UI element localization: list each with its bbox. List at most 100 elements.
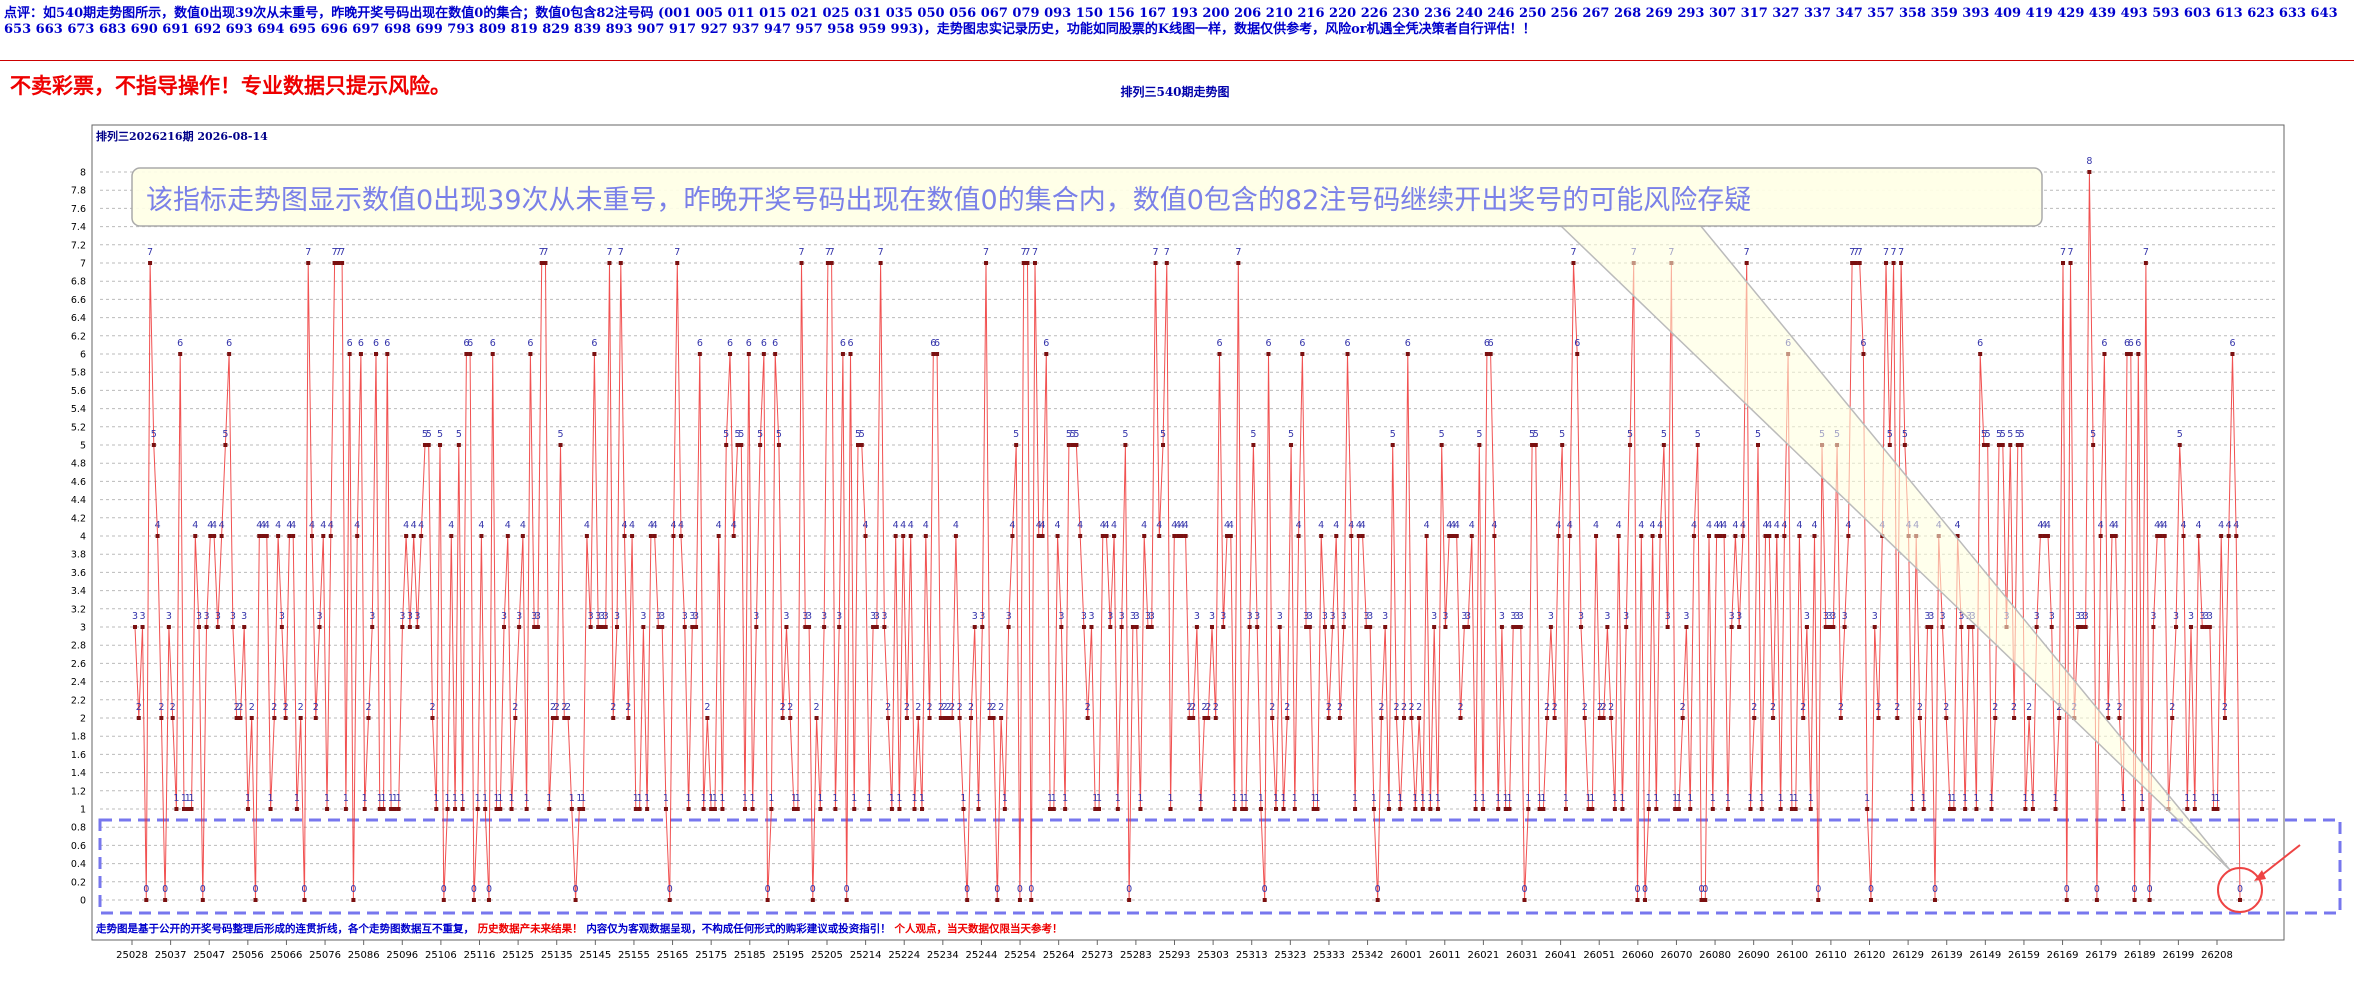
data-point <box>840 352 845 356</box>
data-point <box>2068 261 2073 265</box>
data-label: 2 <box>904 702 910 713</box>
data-label: 1 <box>919 793 925 804</box>
data-label: 5 <box>723 429 729 440</box>
data-point <box>1243 807 1248 811</box>
data-label: 4 <box>1009 520 1015 531</box>
data-label: 3 <box>1499 611 1505 622</box>
data-point <box>1477 443 1482 447</box>
data-label: 4 <box>1691 520 1697 531</box>
data-label: 0 <box>2094 884 2100 895</box>
data-point <box>1530 443 1535 447</box>
data-point <box>1258 807 1263 811</box>
data-point <box>1010 534 1015 538</box>
data-label: 4 <box>155 520 161 531</box>
x-tick-label: 26208 <box>2201 950 2233 961</box>
x-tick-label: 26149 <box>1969 950 2001 961</box>
data-point <box>486 898 491 902</box>
data-point <box>1838 716 1843 720</box>
data-point <box>818 807 823 811</box>
data-point <box>633 807 638 811</box>
data-point <box>1285 716 1290 720</box>
data-label: 1 <box>832 793 838 804</box>
data-label: 2 <box>1269 702 1275 713</box>
data-label: 1 <box>1947 793 1953 804</box>
data-label: 1 <box>708 793 714 804</box>
data-label: 2 <box>991 702 997 713</box>
data-point <box>995 898 1000 902</box>
data-point <box>1304 625 1309 629</box>
data-label: 5 <box>1887 429 1893 440</box>
data-label: 3 <box>516 611 522 622</box>
data-point <box>1541 807 1546 811</box>
data-label: 2 <box>2169 702 2175 713</box>
data-point <box>950 716 955 720</box>
data-point <box>1176 534 1181 538</box>
data-point <box>1161 443 1166 447</box>
data-point <box>1722 534 1727 538</box>
y-tick-label: 0 <box>80 896 86 907</box>
data-label: 0 <box>1375 884 1381 895</box>
data-label: 1 <box>1062 793 1068 804</box>
data-point <box>2155 534 2160 538</box>
data-point <box>1085 716 1090 720</box>
data-label: 3 <box>2203 611 2209 622</box>
x-tick-label: 26041 <box>1545 950 1577 961</box>
data-point <box>1032 261 1037 265</box>
data-label: 0 <box>1634 884 1640 895</box>
chart-footnote: 走势图是基于公开的开奖号码整理后形成的连贯折线，各个走势图数据互不重复， 历史数… <box>95 922 1062 935</box>
data-point <box>554 716 559 720</box>
data-point <box>746 352 751 356</box>
data-point <box>1492 534 1497 538</box>
data-label: 4 <box>309 520 315 531</box>
y-tick-label: 3.6 <box>71 568 86 579</box>
data-label: 2 <box>550 702 556 713</box>
data-point <box>1737 625 1742 629</box>
data-label: 3 <box>1442 611 1448 622</box>
data-label: 4 <box>505 520 511 531</box>
data-point <box>1379 716 1384 720</box>
data-point <box>1974 807 1979 811</box>
data-label: 5 <box>222 429 228 440</box>
data-label: 4 <box>1796 520 1802 531</box>
data-label: 3 <box>1842 611 1848 622</box>
data-point <box>528 352 533 356</box>
data-point <box>1699 898 1704 902</box>
data-label: 4 <box>1491 520 1497 531</box>
data-label: 4 <box>893 520 899 531</box>
data-point <box>1104 534 1109 538</box>
data-point <box>856 443 861 447</box>
data-point <box>456 443 461 447</box>
data-label: 1 <box>1540 793 1546 804</box>
data-point <box>441 898 446 902</box>
data-label: 0 <box>486 884 492 895</box>
page-title: 排列三540期走势图 <box>1120 85 1230 99</box>
data-label: 1 <box>791 793 797 804</box>
last-point-arrow <box>2257 844 2301 879</box>
data-point <box>1684 625 1689 629</box>
data-point <box>509 807 514 811</box>
data-label: 3 <box>279 611 285 622</box>
data-point <box>1134 625 1139 629</box>
data-label: 4 <box>1638 520 1644 531</box>
data-label: 4 <box>629 520 635 531</box>
data-label: 6 <box>697 338 703 349</box>
data-label: 1 <box>2192 793 2198 804</box>
data-label: 1 <box>1198 793 1204 804</box>
data-point <box>1450 534 1455 538</box>
data-label: 2 <box>780 702 786 713</box>
data-point <box>1322 625 1327 629</box>
data-point <box>810 898 815 902</box>
data-label: 3 <box>802 611 808 622</box>
data-label: 3 <box>1367 611 1373 622</box>
data-label: 4 <box>219 520 225 531</box>
data-point <box>212 534 217 538</box>
data-point <box>2177 443 2182 447</box>
data-point <box>253 898 258 902</box>
data-point <box>1315 807 1320 811</box>
data-label: 0 <box>2132 884 2138 895</box>
last-point-arrowhead <box>2254 870 2266 881</box>
data-point <box>667 898 672 902</box>
y-tick-label: 7.8 <box>71 186 86 197</box>
data-point <box>1526 807 1531 811</box>
data-label: 1 <box>637 793 643 804</box>
